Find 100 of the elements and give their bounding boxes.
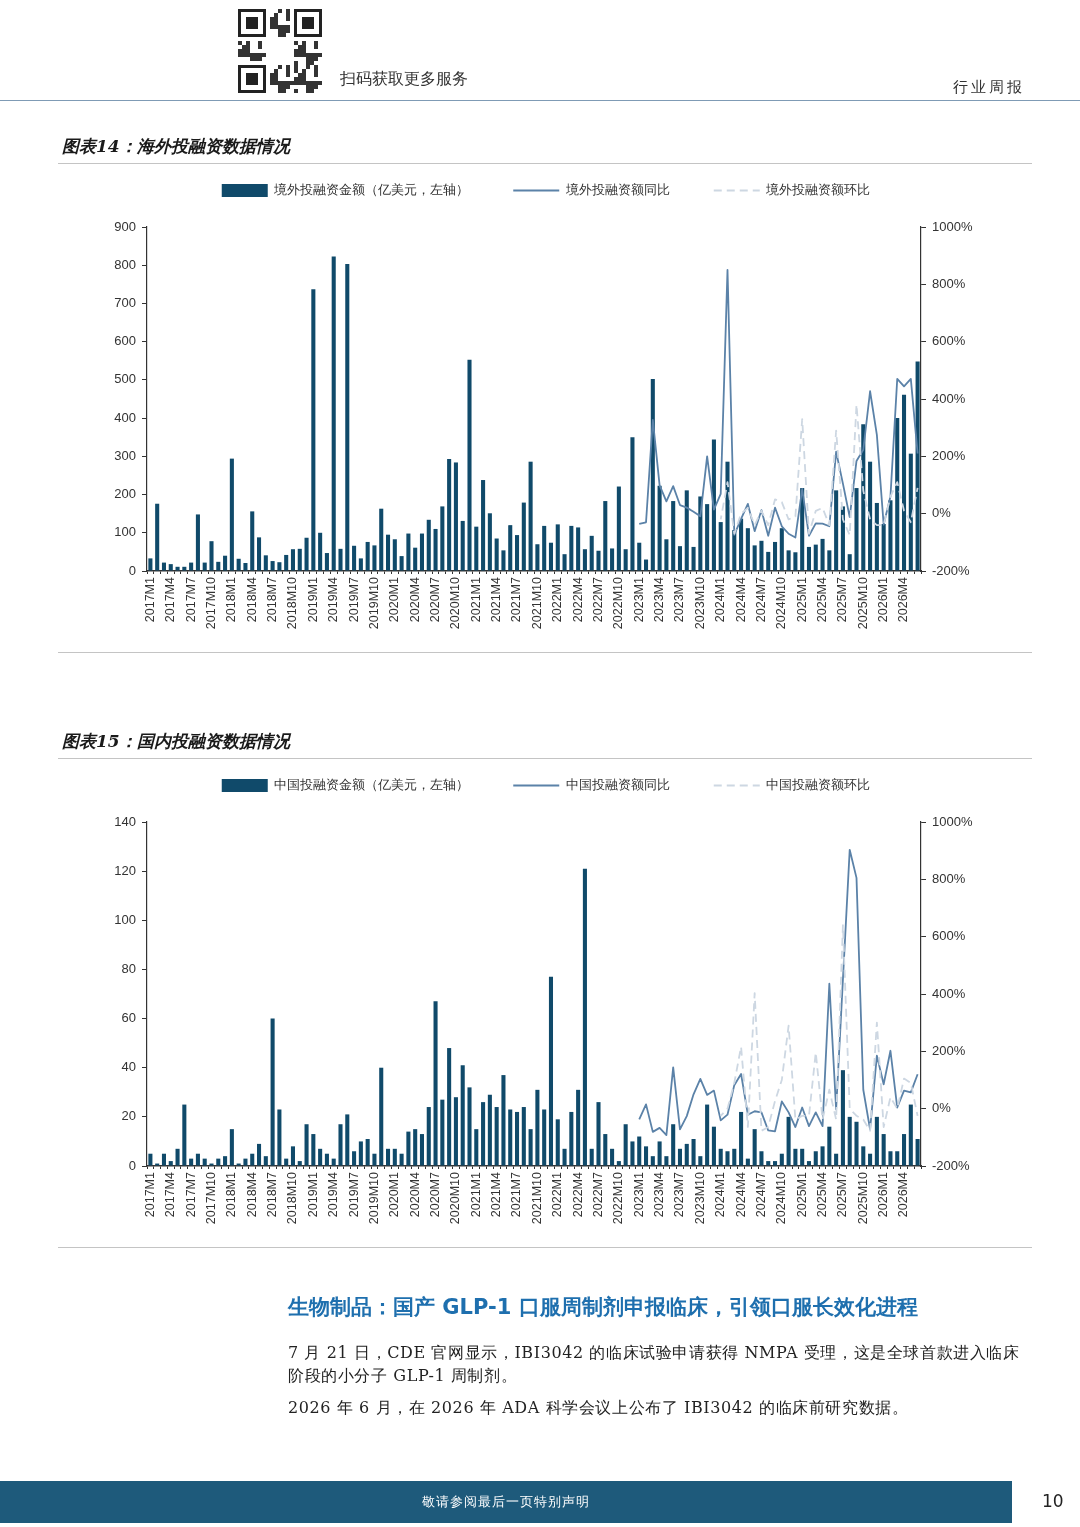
bar: [840, 1070, 845, 1166]
bar: [161, 1153, 167, 1166]
bar: [596, 550, 601, 571]
bar: [840, 506, 845, 571]
bar: [501, 1075, 506, 1166]
bar: [419, 533, 425, 571]
bar: [223, 555, 228, 571]
bar: [582, 868, 587, 1166]
text: 生物制品：国产 GLP-1 口服周制剂申报临床，引领口服长效化进程: [288, 1295, 918, 1321]
bar: [671, 1124, 676, 1166]
y-tick-label: 500: [114, 371, 136, 387]
x-tick-label: 2025M4: [815, 576, 830, 623]
bar: [664, 1156, 669, 1166]
x-tick-label: 2019M7: [346, 576, 361, 623]
bar: [385, 1148, 391, 1166]
bar: [847, 554, 852, 571]
bar: [175, 1148, 180, 1166]
bar: [834, 1153, 839, 1166]
x-tick-label: 2024M1: [713, 1171, 728, 1218]
bar: [847, 1116, 852, 1166]
y2-tick-label: 800%: [932, 870, 966, 886]
bar: [901, 394, 907, 571]
x-tick-label: 2020M10: [448, 1171, 463, 1225]
bar: [657, 485, 662, 571]
y2-tick-label: 200%: [932, 1042, 966, 1058]
bar: [304, 1124, 309, 1166]
bar: [603, 501, 608, 571]
bar: [189, 1158, 194, 1166]
bar: [290, 1146, 296, 1166]
bar: [786, 1116, 791, 1166]
x-tick-label: 2018M7: [265, 576, 280, 623]
bar: [514, 535, 520, 571]
bar: [562, 1148, 567, 1166]
line-series: [719, 403, 919, 537]
bar: [705, 1104, 710, 1166]
bar: [481, 480, 486, 571]
bar: [759, 1151, 764, 1166]
x-tick-label: 2025M7: [835, 576, 850, 623]
y-tick-label: 900: [114, 218, 136, 234]
x-tick-label: 2017M1: [142, 1171, 157, 1218]
bar: [582, 549, 587, 571]
y-tick-label: 200: [114, 486, 136, 502]
bar: [800, 1148, 805, 1166]
x-tick-label: 2020M10: [448, 576, 463, 630]
bar: [786, 550, 791, 571]
x-tick-label: 2019M10: [366, 576, 381, 630]
bar: [338, 1124, 343, 1166]
bar: [202, 562, 207, 571]
bar: [711, 1126, 716, 1166]
x-tick-label: 2018M1: [224, 576, 239, 623]
bar: [698, 1156, 703, 1166]
x-tick-label: 2017M4: [163, 1171, 178, 1218]
x-tick-label: 2017M1: [142, 576, 157, 623]
text: 行业周报: [953, 78, 1025, 96]
bar: [148, 1153, 153, 1166]
y2-tick-label: 200%: [932, 447, 966, 463]
bar: [358, 558, 363, 571]
bar: [827, 550, 832, 571]
bar: [637, 542, 642, 571]
bar: [562, 554, 567, 571]
x-tick-label: 2024M10: [774, 1171, 789, 1225]
bar: [460, 1065, 465, 1166]
bar: [820, 538, 825, 571]
bar: [413, 1129, 418, 1166]
x-tick-label: 2018M4: [244, 576, 259, 623]
x-tick-label: 2023M10: [692, 576, 707, 630]
bar: [168, 1161, 173, 1166]
bar: [345, 1114, 350, 1166]
bar: [372, 545, 377, 571]
y-tick-label: 100: [114, 524, 136, 540]
bar: [514, 1111, 520, 1166]
y-tick-label: 700: [114, 295, 136, 311]
bar: [677, 546, 683, 571]
bar: [895, 1151, 900, 1166]
x-tick-label: 2022M4: [570, 576, 585, 623]
bar: [806, 1161, 812, 1166]
bar: [467, 359, 472, 571]
bar: [610, 548, 615, 571]
text: 10: [1042, 1491, 1064, 1512]
bar: [623, 1124, 628, 1166]
y-tick-label: 40: [121, 1059, 136, 1075]
text: 7 月 21 日，CDE 官网显示，IBI3042 的临床试验申请获得 NMPA 受理，这是全球首款进入临床阶段的小分子 GLP-1 周制剂。: [288, 1343, 1020, 1385]
x-tick-label: 2025M7: [835, 1171, 850, 1218]
bar: [813, 544, 818, 571]
x-tick-label: 2025M10: [855, 576, 870, 630]
bar: [324, 1153, 329, 1166]
bar: [589, 535, 594, 571]
bar: [555, 524, 560, 571]
bar: [725, 1151, 730, 1166]
bar: [392, 539, 397, 571]
bar: [508, 525, 513, 571]
bar: [881, 523, 886, 571]
y2-tick-label: -200%: [932, 562, 971, 578]
bar: [433, 528, 438, 571]
bar: [229, 1129, 234, 1166]
bar: [732, 530, 737, 571]
bar: [406, 1131, 411, 1166]
bar: [263, 555, 268, 571]
bar: [874, 1116, 879, 1166]
bar: [175, 566, 180, 571]
